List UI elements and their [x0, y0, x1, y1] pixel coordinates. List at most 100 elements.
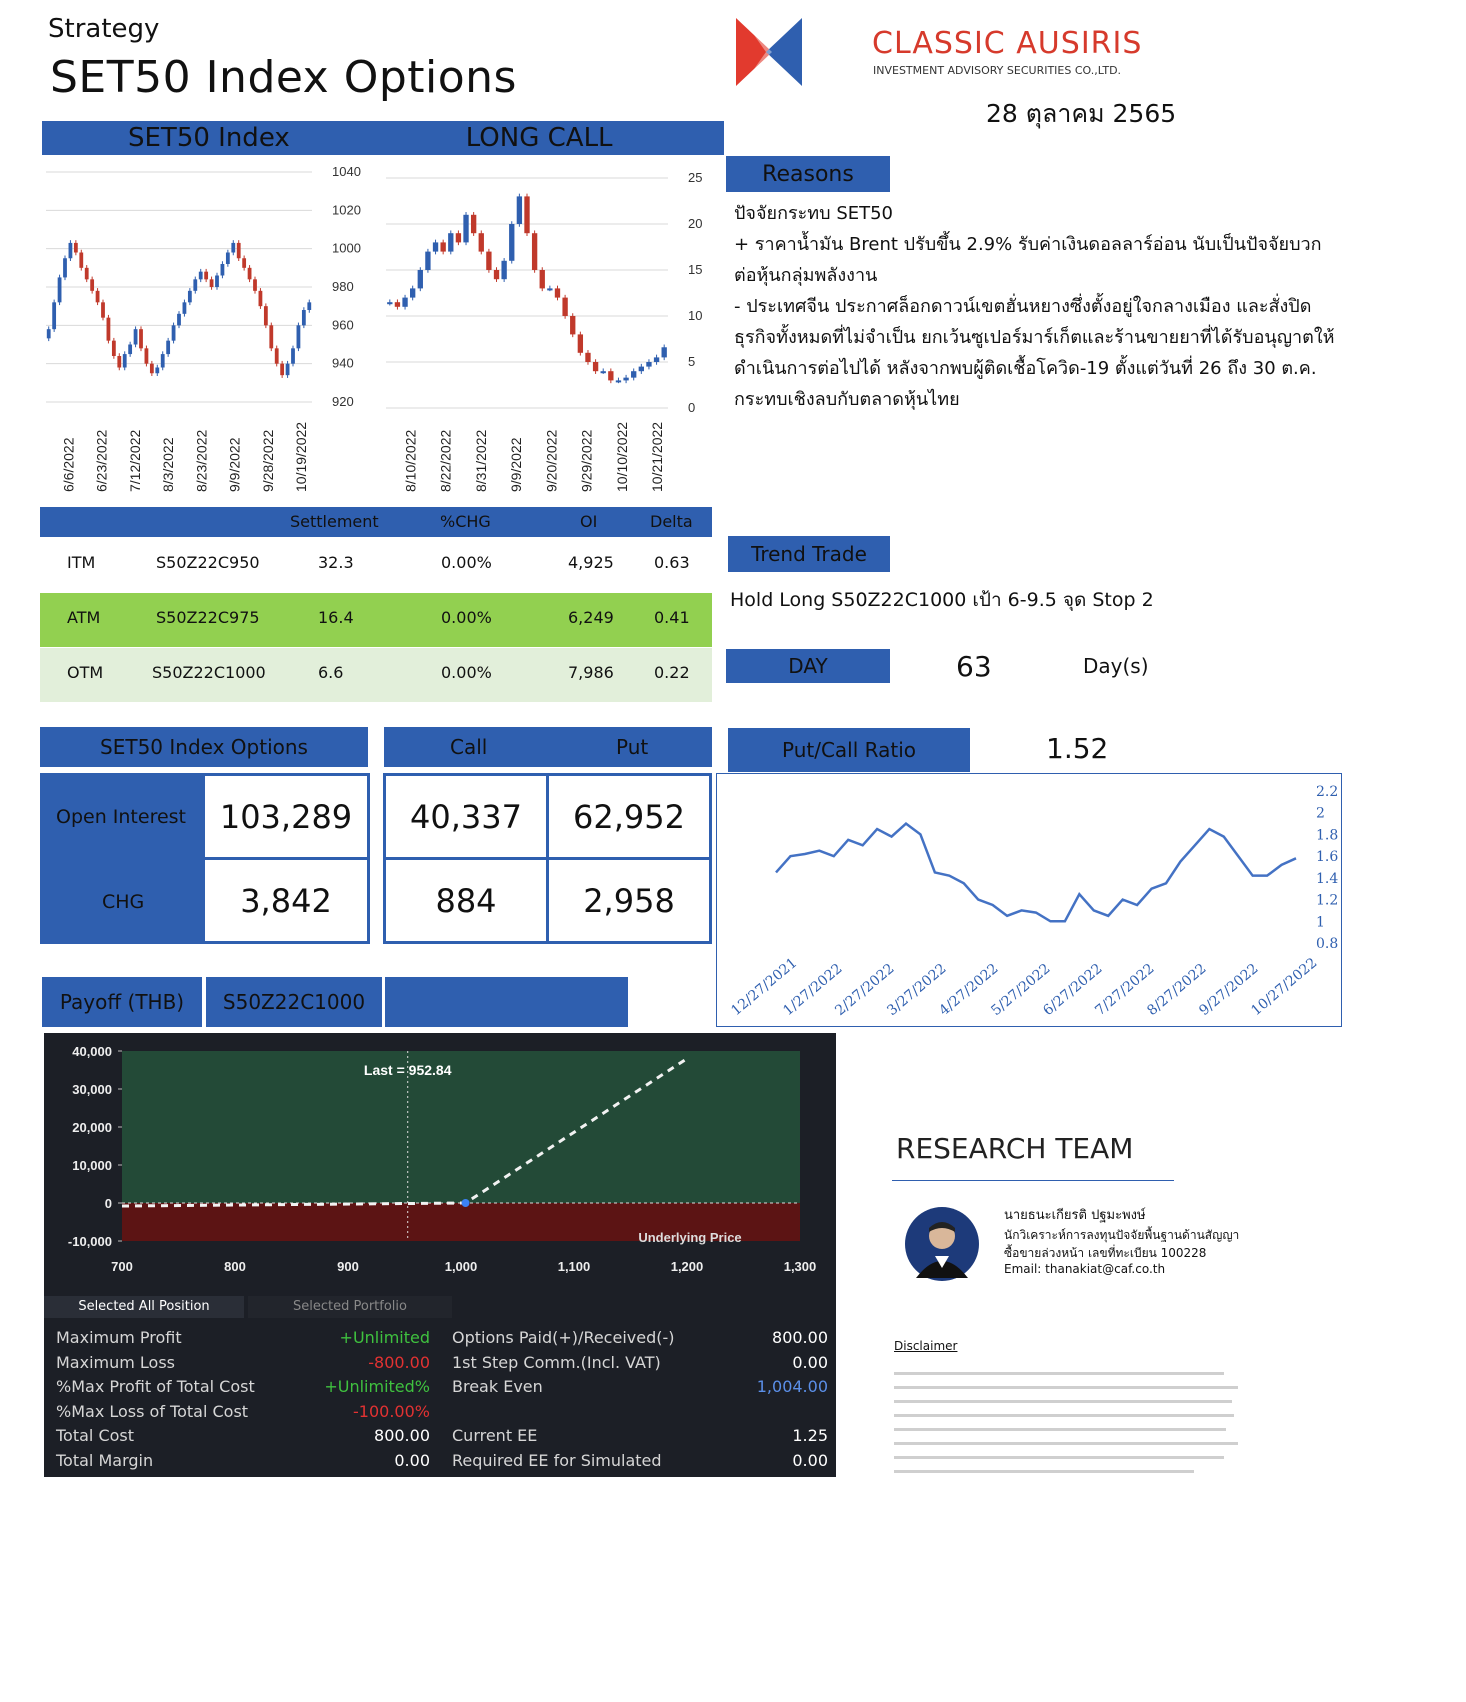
y-tick-label: 1040 — [332, 164, 361, 179]
payoff-chart: 40,000 30,000 20,000 10,000 0 -10,000 700 800 90… — [68, 1044, 816, 1274]
candle-body — [493, 270, 500, 280]
trend-title: Trend Trade — [728, 536, 890, 572]
logo-name: CLASSIC AUSIRIS — [872, 26, 1143, 61]
candle-body — [274, 348, 279, 364]
candle-body — [236, 242, 241, 259]
call-label: Call — [450, 735, 488, 759]
pcr-line-chart: 2.221.81.61.41.210.812/27/20211/27/20222… — [728, 784, 1338, 1019]
candle-body — [432, 242, 439, 252]
x-tick-label: 5/17/2022 — [40, 430, 43, 492]
analyst-role: นักวิเคราะห์การลงทุนปัจจัยพื้นฐานด้านสัญ… — [1004, 1228, 1240, 1242]
y-tick-label: 2.2 — [1316, 784, 1338, 800]
candle-body — [166, 340, 171, 355]
y-tick-label: 0.8 — [1316, 936, 1338, 952]
candle-body — [182, 302, 187, 314]
payoff-label: Payoff (THB) — [42, 977, 202, 1027]
stat-value: 800.00 — [374, 1426, 430, 1446]
longcall-title: LONG CALL — [465, 123, 613, 153]
candle-body — [177, 313, 181, 326]
analyst-reg: ซื้อขายล่วงหน้า เลขที่ทะเบียน 100228 — [1004, 1246, 1207, 1260]
candle-body — [139, 329, 143, 349]
x-tick-label: 6/6/2022 — [60, 437, 76, 492]
x-tick-label: 8/31/2022 — [473, 430, 489, 492]
candle-body — [554, 288, 561, 298]
candle-body — [448, 233, 454, 252]
y-tick-label: 1.4 — [1316, 871, 1338, 887]
candle-body — [95, 290, 100, 303]
chg-call: 884 — [383, 857, 549, 944]
x-tick-label: 9/29/2022 — [579, 430, 595, 492]
x-tick-label: 9/9/2022 — [508, 437, 524, 492]
y-tick-label: 10 — [688, 308, 702, 323]
candle-body — [592, 362, 599, 372]
stat-value: 0.00 — [792, 1451, 828, 1470]
oi-label-column — [40, 773, 204, 944]
candle-body — [52, 302, 57, 330]
candle-body — [68, 242, 73, 259]
x-tick-label: 10/27/2022 — [1248, 955, 1320, 1019]
option-label: ITM — [67, 553, 96, 572]
candle-body — [585, 352, 591, 362]
stat-label: Current EE — [452, 1426, 538, 1446]
candle-body — [417, 270, 423, 289]
candle-body — [225, 252, 230, 264]
candle-body — [661, 347, 667, 358]
candle-body — [155, 367, 160, 374]
candle-body — [570, 316, 576, 335]
stat-label: 1st Step Comm.(Incl. VAT) — [452, 1352, 661, 1372]
y-tick-label: 20,000 — [72, 1120, 112, 1135]
y-tick-label: -10,000 — [68, 1234, 112, 1249]
reason-line: กระทบเชิงลบกับตลาดหุ้นไทย — [734, 389, 960, 410]
candle-body — [247, 267, 252, 280]
stat-label: Total Cost — [56, 1426, 135, 1446]
candle-body — [463, 214, 469, 243]
tab-all-position[interactable]: Selected All Position — [44, 1296, 244, 1318]
candle-body — [631, 371, 637, 378]
reason-line: ดำเนินการต่อไปได้ หลังจากพบผู้ติดเชื้อโค… — [734, 358, 1317, 379]
candle-body — [90, 279, 95, 291]
stat-label: Required EE for Simulated — [452, 1451, 662, 1470]
x-tick-label: 1,000 — [445, 1259, 478, 1274]
research-title: RESEARCH TEAM — [896, 1132, 1134, 1165]
reason-line: ต่อหุ้นกลุ่มพลังงาน — [734, 265, 878, 286]
x-tick-label: 9/20/2022 — [543, 430, 559, 492]
open-interest-label: Open Interest — [56, 806, 187, 828]
candle-body — [516, 196, 523, 224]
option-delta: 0.22 — [654, 663, 690, 682]
option-oi: 4,925 — [568, 553, 614, 572]
col-delta: Delta — [650, 512, 693, 531]
candle-body — [209, 279, 214, 287]
candle-body — [171, 325, 176, 341]
x-tick-label: 1,100 — [558, 1259, 591, 1274]
candle-body — [478, 233, 484, 252]
y-tick-label: 1000 — [332, 241, 361, 256]
candle-body — [501, 260, 507, 280]
last-price-label: Last = 952.84 — [364, 1062, 452, 1078]
option-chg: 0.00% — [441, 553, 492, 572]
option-label: ATM — [67, 608, 101, 627]
chg-put: 2,958 — [546, 857, 712, 944]
candle-body — [160, 354, 165, 368]
candle-body — [73, 242, 78, 253]
option-oi: 7,986 — [568, 663, 614, 682]
tab-portfolio[interactable]: Selected Portfolio — [248, 1296, 452, 1318]
x-tick-label: 8/22/2022 — [438, 430, 454, 492]
option-series: S50Z22C1000 — [152, 663, 266, 682]
candle-body — [57, 277, 62, 303]
candle-body — [253, 279, 257, 291]
pcr-value: 1.52 — [1046, 732, 1109, 765]
candle-body — [470, 214, 477, 234]
y-tick-label: 0 — [105, 1196, 112, 1211]
stat-label: Maximum Loss — [56, 1352, 176, 1372]
reasons-text: ปัจจัยกระทบ SET50 + ราคาน้ำมัน Brent ปรั… — [734, 198, 1434, 415]
stat-label: %Max Loss of Total Cost — [56, 1401, 249, 1421]
chg-label: CHG — [102, 891, 145, 913]
y-tick-label: 940 — [332, 356, 354, 371]
y-tick-label: 920 — [332, 394, 354, 409]
option-series: S50Z22C950 — [156, 553, 260, 572]
logo-icon — [736, 18, 802, 86]
candle-body — [204, 271, 209, 280]
stat-label: Total Margin — [56, 1451, 154, 1470]
option-label: OTM — [67, 663, 104, 682]
day-unit: Day(s) — [1083, 654, 1149, 678]
